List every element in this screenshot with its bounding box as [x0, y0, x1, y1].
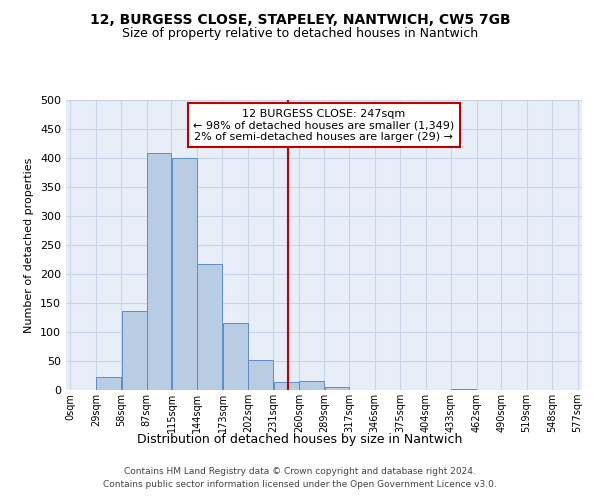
Bar — [122, 310, 146, 390]
Bar — [299, 382, 324, 390]
Text: Contains HM Land Registry data © Crown copyright and database right 2024.: Contains HM Land Registry data © Crown c… — [124, 468, 476, 476]
Bar — [223, 324, 248, 390]
Text: Contains public sector information licensed under the Open Government Licence v3: Contains public sector information licen… — [103, 480, 497, 489]
Bar — [147, 154, 171, 390]
Y-axis label: Number of detached properties: Number of detached properties — [25, 158, 34, 332]
Bar — [96, 377, 121, 390]
Text: 12, BURGESS CLOSE, STAPELEY, NANTWICH, CW5 7GB: 12, BURGESS CLOSE, STAPELEY, NANTWICH, C… — [89, 12, 511, 26]
Bar — [451, 389, 476, 390]
Bar — [197, 264, 222, 390]
Text: Size of property relative to detached houses in Nantwich: Size of property relative to detached ho… — [122, 28, 478, 40]
Bar — [248, 360, 273, 390]
Bar — [274, 382, 299, 390]
Bar — [325, 387, 349, 390]
Text: 12 BURGESS CLOSE: 247sqm
← 98% of detached houses are smaller (1,349)
2% of semi: 12 BURGESS CLOSE: 247sqm ← 98% of detach… — [193, 108, 455, 142]
Text: Distribution of detached houses by size in Nantwich: Distribution of detached houses by size … — [137, 432, 463, 446]
Bar — [172, 158, 197, 390]
